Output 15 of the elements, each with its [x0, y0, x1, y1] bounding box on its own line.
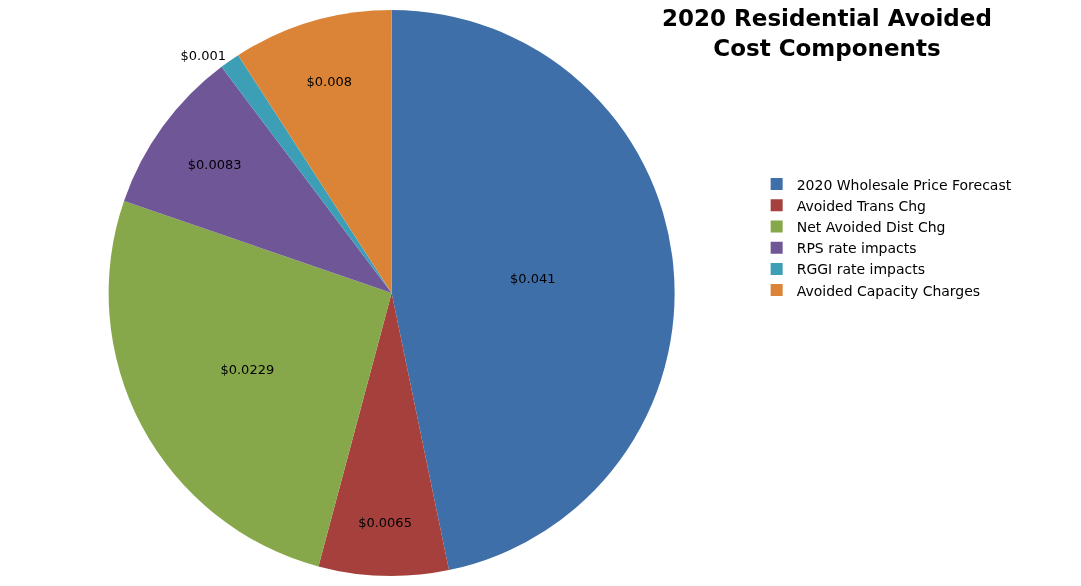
legend-label: RPS rate impacts: [796, 240, 917, 257]
data-label: $0.0065: [358, 515, 412, 531]
legend-label: RGGI rate impacts: [796, 261, 926, 278]
data-label: $0.0083: [187, 156, 242, 172]
legend-label: Avoided Capacity Charges: [796, 282, 981, 299]
legend-label: Avoided Trans Chg: [796, 197, 926, 214]
data-label: $0.041: [510, 271, 556, 287]
pie-slice: [124, 66, 392, 293]
legend-label: 2020 Wholesale Price Forecast: [796, 176, 1012, 193]
legend-label: Net Avoided Dist Chg: [796, 218, 946, 235]
data-label: $0.0229: [220, 362, 275, 378]
data-label: $0.008: [306, 73, 352, 89]
data-label: $0.001: [180, 48, 226, 64]
text: 2020 Residential Avoided Cost Components: [662, 5, 992, 62]
pie-slice: [318, 293, 449, 576]
